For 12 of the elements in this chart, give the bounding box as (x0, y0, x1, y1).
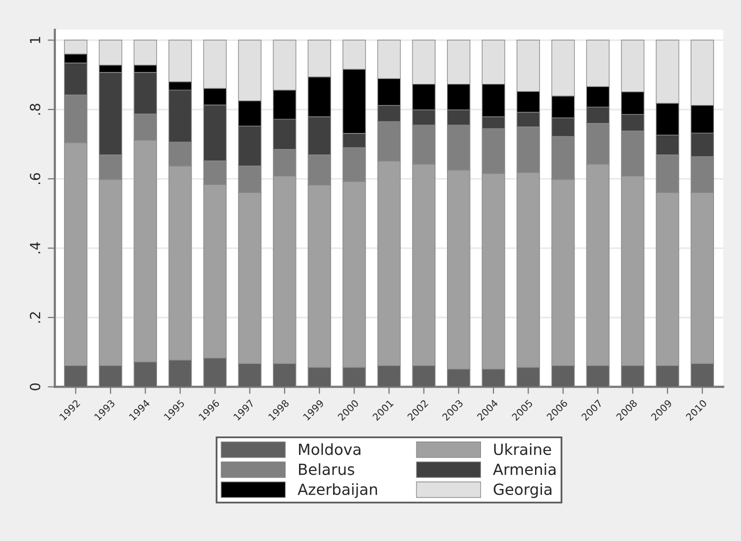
y-tick-label: 1 (30, 37, 40, 44)
y-tick-label: .4 (30, 242, 40, 254)
legend-label: Belarus (299, 463, 354, 476)
y-tick-label: 0 (30, 383, 40, 390)
y-tick-label: .8 (30, 104, 40, 115)
y-tick-label: .6 (30, 173, 40, 184)
legend-label: Ukraine (494, 443, 552, 456)
y-tick-label: .2 (30, 312, 40, 323)
legend-label: Moldova (299, 443, 360, 456)
legend-label: Georgia (494, 483, 552, 498)
legend-label: Armenia (492, 463, 556, 476)
legend-label: Azerbaijan (298, 483, 377, 498)
